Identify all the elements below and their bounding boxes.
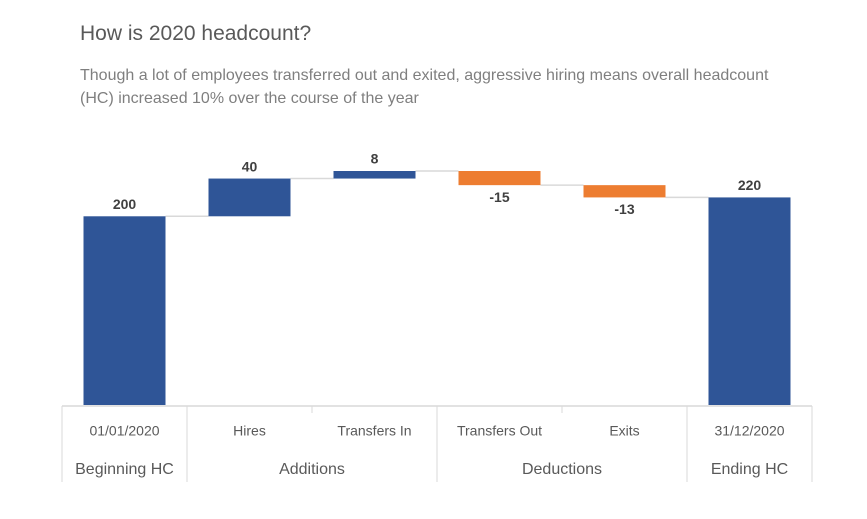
data-label: 220 bbox=[738, 177, 762, 193]
bar bbox=[708, 197, 791, 405]
data-label: 200 bbox=[113, 196, 137, 212]
bar bbox=[83, 216, 166, 405]
group-label: Ending HC bbox=[711, 461, 788, 478]
data-label: 40 bbox=[242, 158, 258, 174]
x-tick-label: Transfers In bbox=[337, 423, 411, 439]
data-label: 8 bbox=[371, 151, 379, 167]
group-label: Additions bbox=[279, 461, 345, 478]
data-label: -13 bbox=[614, 201, 634, 217]
data-label: -15 bbox=[489, 189, 509, 205]
x-tick-label: Hires bbox=[233, 423, 266, 439]
group-label: Beginning HC bbox=[75, 461, 174, 478]
bar bbox=[333, 171, 416, 179]
x-tick-label: 31/12/2020 bbox=[714, 423, 784, 439]
bar bbox=[458, 171, 541, 186]
x-tick-label: Exits bbox=[609, 423, 639, 439]
bar bbox=[208, 178, 291, 217]
group-label: Deductions bbox=[522, 461, 602, 478]
x-tick-label: Transfers Out bbox=[457, 423, 542, 439]
bar bbox=[583, 185, 666, 198]
chart-subtitle: Though a lot of employees transferred ou… bbox=[80, 67, 769, 107]
chart-title: How is 2020 headcount? bbox=[80, 22, 312, 45]
x-tick-label: 01/01/2020 bbox=[89, 423, 159, 439]
